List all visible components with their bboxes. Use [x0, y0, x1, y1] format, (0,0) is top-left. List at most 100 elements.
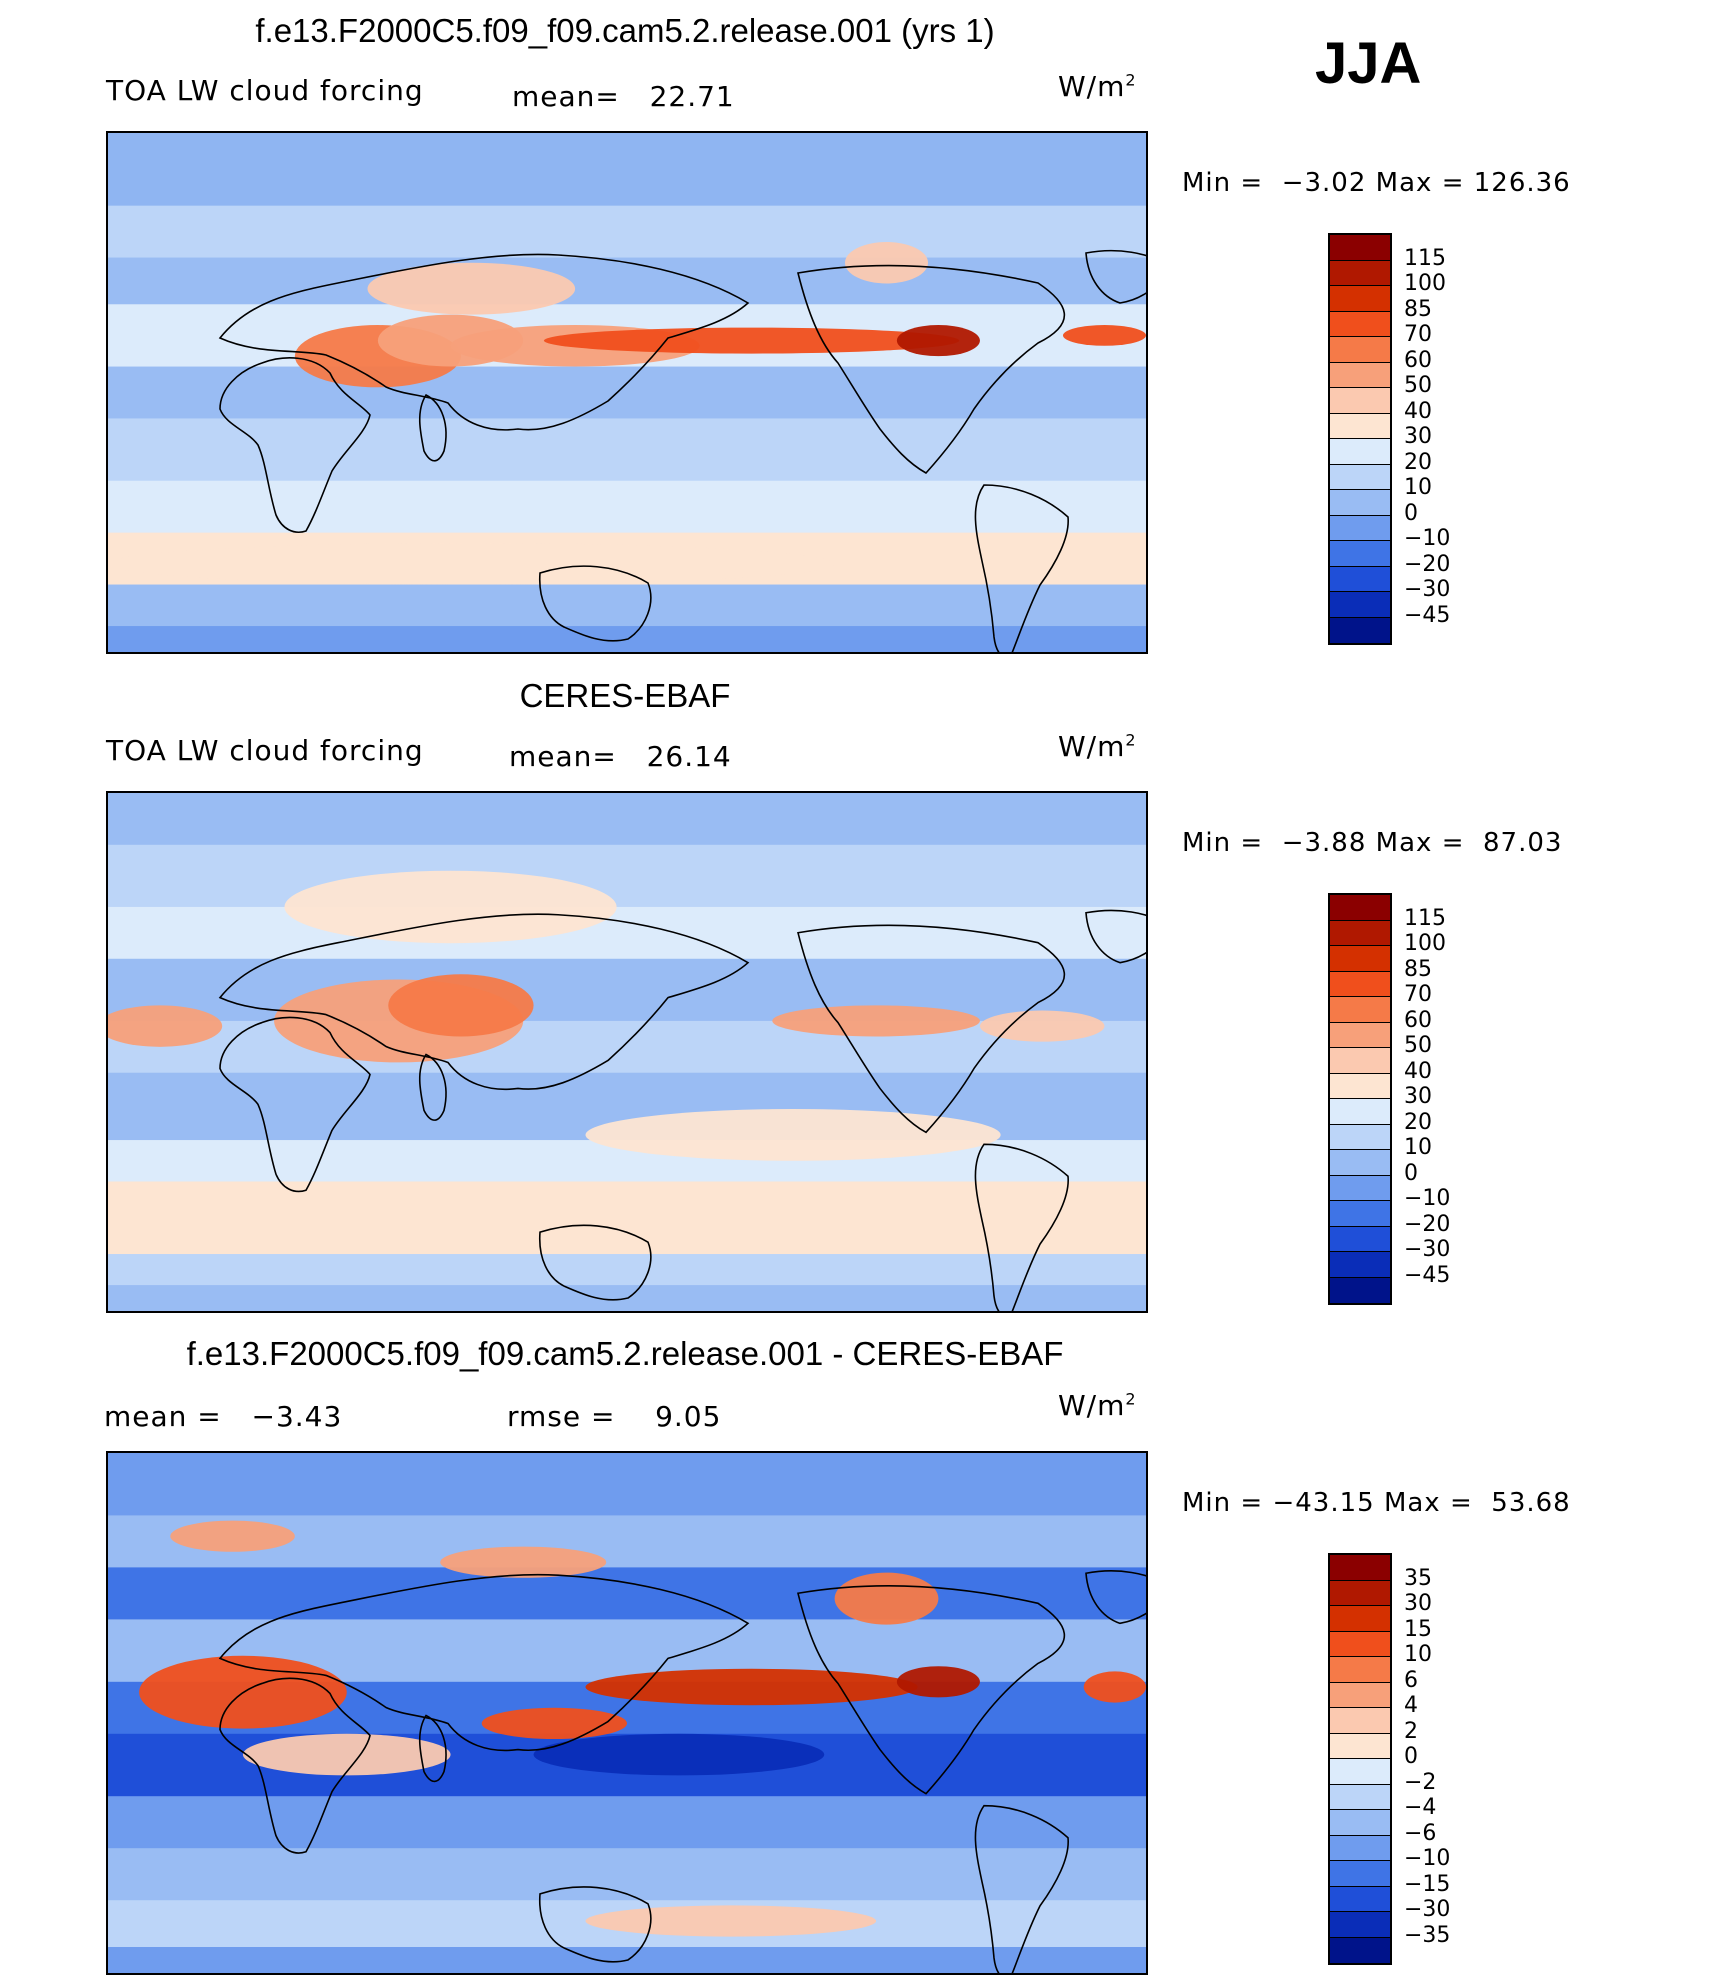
colorbar-tick-label: 85 — [1404, 956, 1432, 982]
colorbar-swatch — [1330, 1022, 1390, 1048]
field-blob — [896, 325, 980, 357]
colorbar-tick-label: 10 — [1404, 475, 1432, 500]
colorbar-tick-label: 6 — [1404, 1667, 1418, 1693]
colorbar-tick-label: 30 — [1404, 1084, 1432, 1109]
colorbar-swatch — [1330, 1606, 1390, 1632]
colorbar-swatch — [1330, 1759, 1390, 1785]
colorbar-tick-label: 60 — [1404, 347, 1432, 373]
field-band — [108, 480, 1146, 534]
panel-2-mean-label: mean= 26.14 — [509, 740, 732, 773]
map-canvas — [108, 133, 1146, 652]
field-blob — [585, 1668, 918, 1706]
colorbar-tick-label: 4 — [1404, 1693, 1418, 1718]
panel-2-min-max: Min = −3.88 Max = 87.03 — [1182, 828, 1563, 858]
field-blob — [533, 1733, 825, 1776]
colorbar-tick-label: −20 — [1404, 1211, 1451, 1237]
panel-2-unit: W/m2 — [1058, 730, 1137, 763]
colorbar-tick-label: 10 — [1404, 1135, 1432, 1160]
colorbar-swatch — [1330, 1277, 1390, 1303]
colorbar-tick-label: 60 — [1404, 1007, 1432, 1033]
colorbar-tick-label: 20 — [1404, 449, 1432, 475]
colorbar-swatch — [1330, 566, 1390, 592]
panel-3-mean-label: mean = −3.43 — [104, 1400, 343, 1433]
colorbar-swatch — [1330, 592, 1390, 618]
colorbar-swatch — [1330, 286, 1390, 312]
colorbar-tick-label: 115 — [1404, 245, 1446, 271]
colorbar-swatch — [1330, 464, 1390, 490]
colorbar-tick-label: 40 — [1404, 398, 1432, 424]
colorbar-swatch — [1330, 1682, 1390, 1708]
field-blob — [1083, 1671, 1146, 1703]
field-blob — [242, 1733, 451, 1776]
season-label: JJA — [1315, 31, 1422, 96]
panel-3-mean-value: −3.43 — [251, 1400, 343, 1433]
colorbar-swatch — [1330, 1784, 1390, 1810]
panel-3-map — [106, 1451, 1148, 1975]
field-band — [108, 1796, 1146, 1850]
field-blob — [979, 1010, 1105, 1042]
field-band — [108, 1453, 1146, 1517]
colorbar-tick-label: −20 — [1404, 551, 1451, 577]
field-blob — [585, 1108, 1001, 1161]
field-blob — [543, 327, 960, 354]
colorbar-swatch — [1330, 1886, 1390, 1912]
colorbar-swatch — [1330, 1073, 1390, 1099]
field-blob — [108, 543, 835, 585]
coastlines — [218, 909, 1146, 1311]
colorbar-swatch — [1330, 1835, 1390, 1861]
colorbar-swatch — [1330, 388, 1390, 414]
colorbar-tick-label: 100 — [1404, 931, 1446, 956]
colorbar-tick-label: −30 — [1404, 1237, 1451, 1262]
field-band — [108, 1567, 1146, 1621]
field-band — [108, 133, 1146, 207]
panel-1-title: f.e13.F2000C5.f09_f09.cam5.2.release.001… — [255, 12, 995, 49]
field-blob — [170, 1520, 295, 1552]
colorbar-swatch — [1330, 895, 1390, 921]
colorbar-swatch — [1330, 971, 1390, 997]
colorbar-tick-label: −2 — [1404, 1769, 1437, 1795]
colorbar-swatch — [1330, 1226, 1390, 1252]
colorbar-swatch — [1330, 946, 1390, 972]
field-band — [108, 205, 1146, 259]
colorbar-tick-label: −30 — [1404, 1897, 1451, 1922]
colorbar-tick-label: 50 — [1404, 373, 1432, 398]
panel-1-min-max: Min = −3.02 Max = 126.36 — [1182, 168, 1571, 198]
colorbar-tick-label: 15 — [1404, 1616, 1432, 1642]
field-band — [108, 844, 1146, 908]
colorbar-swatch — [1330, 541, 1390, 567]
field-band — [108, 1254, 1146, 1287]
colorbar-swatch — [1330, 1657, 1390, 1683]
field-band — [108, 906, 1146, 960]
colorbar-tick-label: 10 — [1404, 1642, 1432, 1667]
field-blob — [108, 1005, 223, 1047]
colorbar-swatch — [1330, 1048, 1390, 1074]
colorbar-swatch — [1330, 260, 1390, 286]
colorbar-tick-label: −10 — [1404, 526, 1451, 551]
colorbar-swatch — [1330, 920, 1390, 946]
field-blob — [388, 974, 534, 1037]
colorbar-swatch — [1330, 617, 1390, 643]
field-band — [108, 418, 1146, 482]
colorbar-tick-label: −10 — [1404, 1846, 1451, 1871]
colorbar-swatch — [1330, 1810, 1390, 1836]
field-blob — [896, 1666, 980, 1698]
colorbar-tick-label: 85 — [1404, 296, 1432, 322]
field-blob — [1062, 325, 1146, 346]
field-band — [108, 1181, 1146, 1256]
field-band — [108, 584, 1146, 628]
colorbar-swatch — [1330, 1252, 1390, 1278]
colorbar-tick-label: 0 — [1404, 500, 1418, 526]
panel-3-min-max: Min = −43.15 Max = 53.68 — [1182, 1488, 1571, 1518]
colorbar-swatch — [1330, 1580, 1390, 1606]
field-blob — [367, 262, 576, 315]
colorbar-swatch — [1330, 311, 1390, 337]
panel-1-mean-value: 22.71 — [649, 80, 735, 113]
panel-2-colorbar — [1328, 893, 1392, 1305]
colorbar-swatch — [1330, 1150, 1390, 1176]
colorbar-tick-label: −45 — [1404, 602, 1451, 628]
field-band — [108, 366, 1146, 420]
colorbar-tick-label: 70 — [1404, 322, 1432, 347]
coastlines — [218, 249, 1146, 652]
panel-3-rmse-label: rmse = 9.05 — [507, 1400, 722, 1433]
colorbar-swatch — [1330, 1124, 1390, 1150]
